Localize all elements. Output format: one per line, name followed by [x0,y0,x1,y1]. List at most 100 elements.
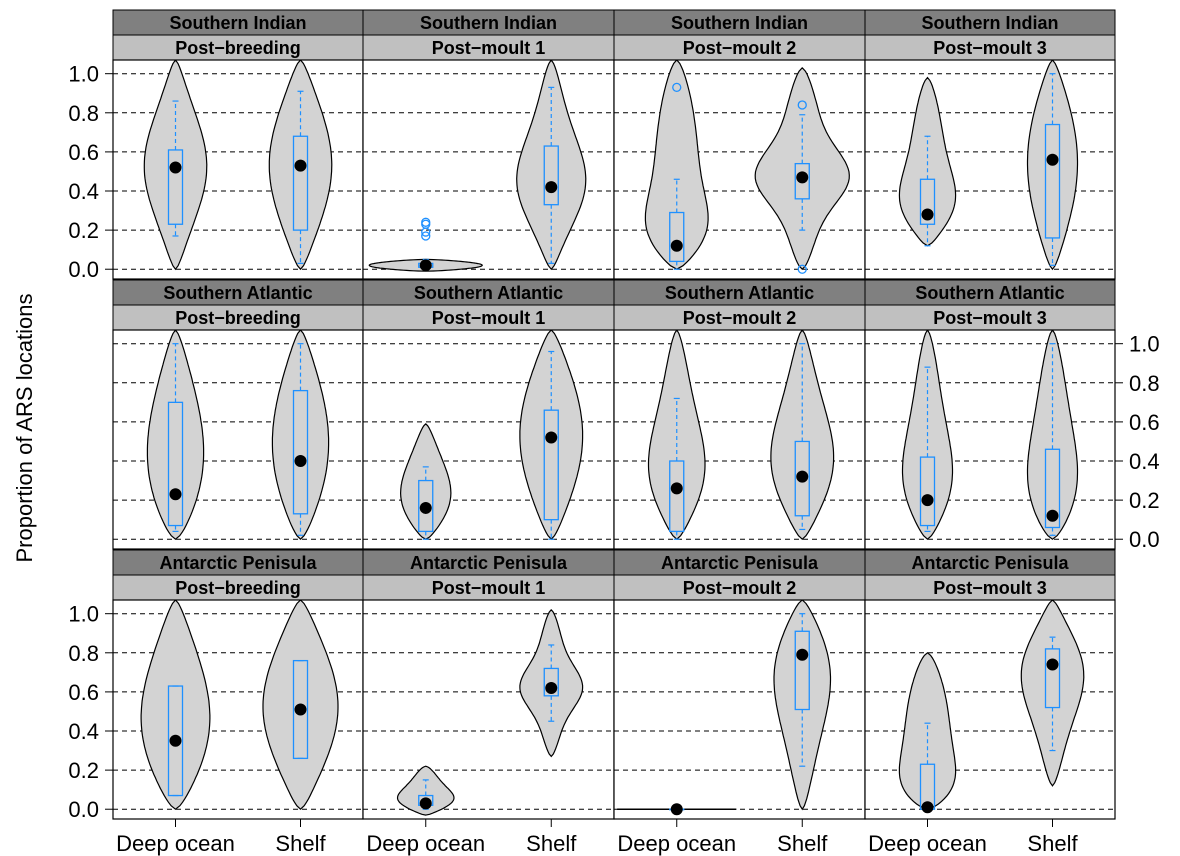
y-tick-label: 1.0 [68,62,99,87]
violin-shape [271,330,330,541]
panel-7: Southern Atlantic Post−moult 2 [613,279,866,550]
box-iqr [794,162,810,200]
y-tick-label: 0.0 [68,797,99,822]
strip-stage-label: Post−moult 2 [683,308,797,328]
panel-11: Antarctic Penisula Post−moult 2 [613,549,866,820]
strip-region-label: Southern Atlantic [665,283,814,303]
panel-1: Southern Indian Post−breeding [112,9,364,280]
median-point [545,181,558,194]
y-tick-label: 0.6 [1129,410,1160,435]
median-point [921,208,934,221]
strip-stage [112,34,364,61]
median-point [294,159,307,172]
violin-group-shelf [519,609,584,758]
box-iqr [919,456,936,527]
panel-3: Southern Indian Post−moult 2 [613,9,866,280]
violin-shape [898,652,957,810]
strip-region-label: Antarctic Penisula [661,553,819,573]
median-point [419,259,432,272]
y-tick-label: 1.0 [68,602,99,627]
median-point [419,501,432,514]
x-tick-label: Shelf [777,831,828,856]
y-tick-label: 0.2 [68,218,99,243]
y-axis-left-row3: 0.0 0.2 0.4 0.6 0.8 1.0 [68,602,113,822]
strip-region-label: Southern Atlantic [915,283,1064,303]
outlier-point [421,231,431,241]
strip-region-label: Southern Atlantic [414,283,563,303]
x-axis-col1: Deep ocean Shelf [116,819,326,856]
plot-area [363,600,614,819]
violin-group-shelf [1020,600,1085,787]
violin-group-shelf [262,600,339,811]
median-point [796,648,809,661]
y-tick-label: 1.0 [1129,332,1160,357]
violin-shape [396,765,455,816]
violin-group-shelf [519,330,584,541]
x-axis-col4: Deep ocean Shelf [868,819,1078,856]
y-axis-right-row2: 0.0 0.2 0.4 0.6 0.8 1.0 [1115,332,1160,552]
violin-shape [516,60,587,271]
violin-group-deep-ocean [647,330,706,541]
y-axis-label: Proportion of ARS locations [12,293,37,562]
strip-region [613,279,866,306]
y-tick-label: 0.8 [68,101,99,126]
plot-contents [368,60,587,272]
box-iqr [669,211,685,263]
violin-group-shelf [1026,60,1079,271]
x-tick-label: Deep ocean [366,831,485,856]
plot-contents [898,600,1085,814]
strip-stage-label: Post−moult 1 [432,578,546,598]
violin-group-shelf [754,67,850,274]
violin-group-deep-ocean [143,60,208,271]
violin-group-deep-ocean [396,765,455,816]
strip-stage-label: Post−breeding [175,578,301,598]
plot-contents [396,609,584,816]
x-axis-col2: Deep ocean Shelf [366,819,577,856]
violin-group-shelf [770,330,835,541]
strip-stage-label: Post−breeding [175,38,301,58]
panel-5: Southern Atlantic Post−breeding [112,279,364,550]
plot-contents [647,330,835,541]
strip-region-label: Southern Atlantic [163,283,312,303]
median-point [921,801,934,814]
strip-stage-label: Post−moult 1 [432,308,546,328]
violin-shape [644,60,709,270]
median-point [169,734,182,747]
y-tick-label: 0.6 [68,140,99,165]
plot-contents [146,330,330,541]
box-iqr [1044,448,1061,529]
strip-stage [112,574,364,601]
panel-8: Southern Atlantic Post−moult 3 [864,279,1116,550]
panel-9: Antarctic Penisula Post−breeding [112,549,364,820]
violin-group-deep-ocean [617,803,737,816]
plot-contents [399,330,584,541]
violin-group-shelf [271,330,330,541]
box-iqr [919,178,936,225]
median-point [545,431,558,444]
box-iqr [794,630,810,711]
box-iqr [1044,123,1061,239]
y-tick-label: 0.4 [68,179,99,204]
y-tick-label: 0.8 [1129,371,1160,396]
violin-group-deep-ocean [368,217,483,272]
outlier-point [672,82,682,93]
strip-region-label: Antarctic Penisula [410,553,568,573]
strip-stage-label: Post−moult 3 [933,578,1047,598]
box-iqr [1044,648,1061,709]
violin-group-deep-ocean [644,60,709,270]
median-point [1046,153,1059,166]
y-tick-label: 0.4 [68,719,99,744]
strip-region [864,9,1116,36]
y-tick-label: 0.8 [68,641,99,666]
outlier-point [797,264,807,274]
violin-group-shelf [268,60,333,271]
violin-shape [146,330,205,540]
median-point [670,482,683,495]
violin-group-deep-ocean [901,330,954,541]
box-iqr [669,460,685,533]
violin-shape [773,600,832,811]
box-iqr [794,440,810,517]
x-tick-label: Deep ocean [116,831,235,856]
median-point [1046,658,1059,671]
median-point [670,803,683,816]
